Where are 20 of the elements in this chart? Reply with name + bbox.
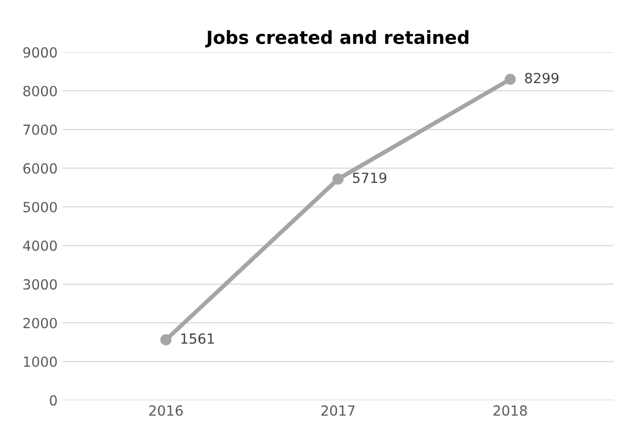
y-tick-label: 6000 bbox=[23, 163, 57, 174]
y-tick-label: 1000 bbox=[24, 356, 57, 368]
data-label: 8299 bbox=[525, 72, 558, 84]
y-tick-label: 7000 bbox=[24, 124, 57, 136]
x-tick-label: 2017 bbox=[321, 405, 355, 416]
point bbox=[160, 334, 172, 346]
x-tick-label: 2018 bbox=[494, 405, 527, 416]
chart-title: Jobs created and retained bbox=[205, 30, 468, 48]
data-label: 5719 bbox=[353, 172, 386, 184]
y-tick-label: 5000 bbox=[23, 202, 57, 212]
x-tick-label: 2016 bbox=[149, 405, 183, 416]
y-tick-label: 9000 bbox=[23, 47, 57, 58]
y-tick-label: 4000 bbox=[23, 240, 57, 252]
y-tick-label: 0 bbox=[50, 395, 57, 406]
point bbox=[332, 174, 344, 185]
y-tick-label: 3000 bbox=[23, 279, 57, 290]
data-label: 1561 bbox=[181, 333, 214, 344]
point bbox=[504, 74, 516, 85]
y-tick-label: 8000 bbox=[23, 86, 57, 96]
y-tick-label: 2000 bbox=[23, 318, 57, 328]
